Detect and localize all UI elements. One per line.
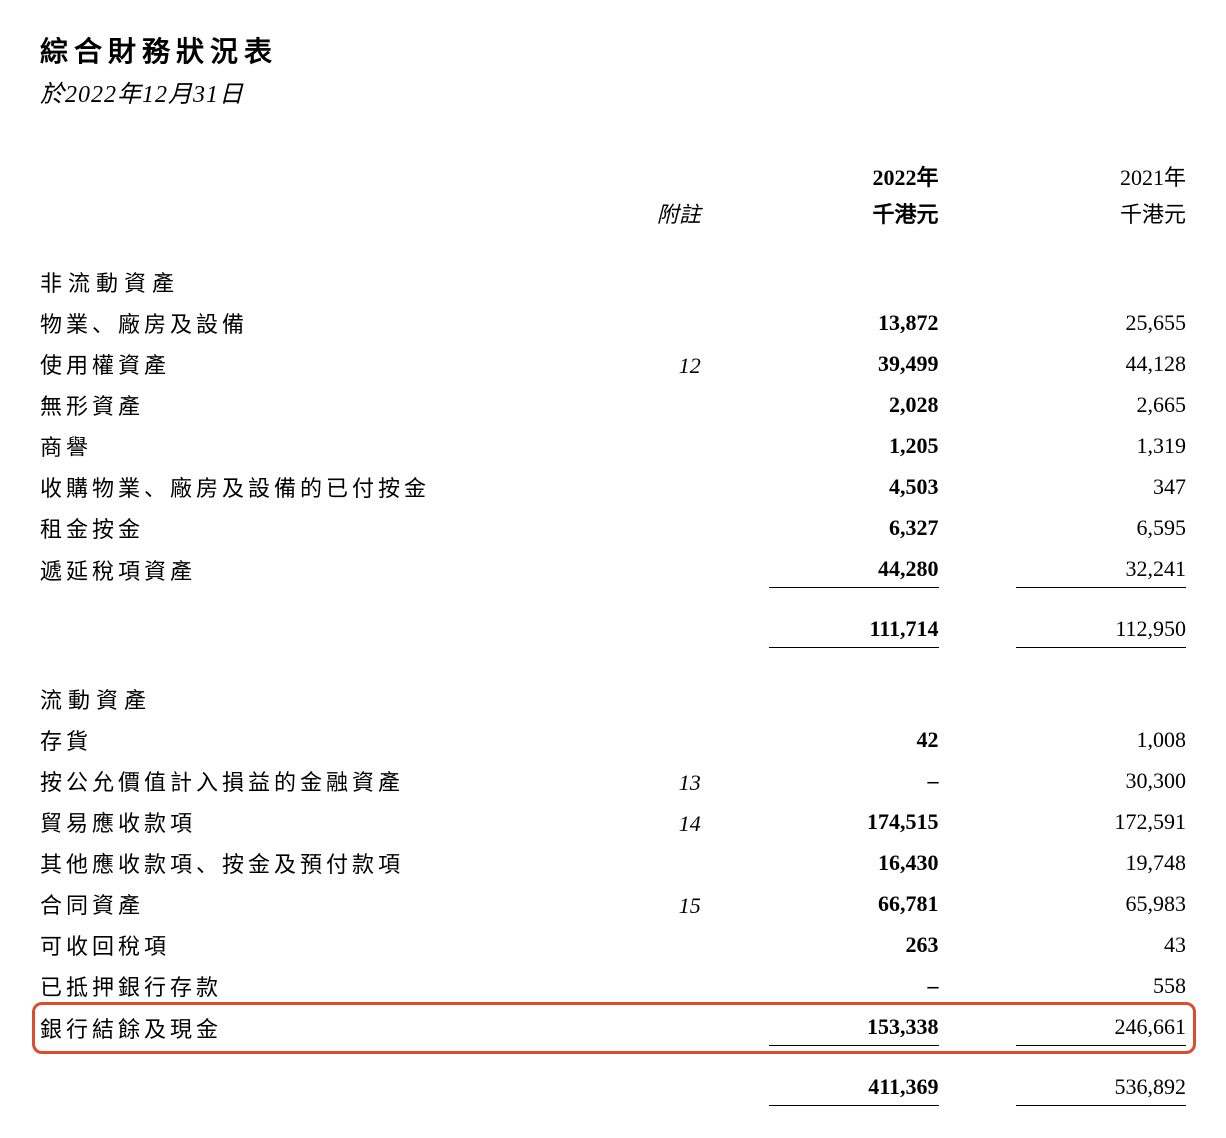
- section-heading-current: 流動資產: [40, 682, 577, 719]
- row-value-2021: 19,748: [1016, 844, 1186, 881]
- row-label: 已抵押銀行存款: [40, 965, 577, 1006]
- col-2021-unit: 千港元: [1120, 202, 1186, 227]
- subtotal-row: 111,714 112,950: [40, 608, 1186, 650]
- table-row: 已抵押銀行存款 – 558: [40, 965, 1186, 1006]
- row-label: 其他應收款項、按金及預付款項: [40, 842, 577, 883]
- row-note: 12: [577, 343, 701, 384]
- row-value-2022: 153,338: [769, 1008, 939, 1046]
- table-row: 貿易應收款項 14 174,515 172,591: [40, 801, 1186, 842]
- table-row: 使用權資產 12 39,499 44,128: [40, 343, 1186, 384]
- row-note: 13: [577, 760, 701, 801]
- table-row: 收購物業、廠房及設備的已付按金 4,503 347: [40, 466, 1186, 507]
- table-row: 商譽 1,205 1,319: [40, 425, 1186, 466]
- row-label: 遞延稅項資產: [40, 548, 577, 590]
- row-value-2021: 25,655: [1016, 304, 1186, 341]
- row-value-2022: 263: [769, 926, 939, 963]
- row-note: [577, 842, 701, 883]
- row-note: [577, 466, 701, 507]
- row-value-2021: 32,241: [1016, 550, 1186, 588]
- subtotal-2021: 112,950: [1016, 610, 1186, 648]
- row-note: [577, 384, 701, 425]
- row-value-2021: 30,300: [1016, 762, 1186, 799]
- col-2022-unit: 千港元: [873, 202, 939, 227]
- row-value-2021: 246,661: [1016, 1008, 1186, 1046]
- row-value-2022: 6,327: [769, 509, 939, 546]
- row-value-2022: 13,872: [769, 304, 939, 341]
- section-heading-non-current: 非流動資產: [40, 265, 577, 302]
- row-label: 可收回稅項: [40, 924, 577, 965]
- table-row: 物業、廠房及設備 13,872 25,655: [40, 302, 1186, 343]
- row-value-2022: 2,028: [769, 386, 939, 423]
- row-note: [577, 924, 701, 965]
- row-label: 合同資產: [40, 883, 577, 924]
- row-value-2022: 1,205: [769, 427, 939, 464]
- row-note: [577, 507, 701, 548]
- row-value-2022: 16,430: [769, 844, 939, 881]
- row-label: 銀行結餘及現金: [40, 1017, 222, 1042]
- table-row: 存貨 42 1,008: [40, 719, 1186, 760]
- row-note: 14: [577, 801, 701, 842]
- row-label: 租金按金: [40, 507, 577, 548]
- col-2022-year: 2022年: [873, 165, 939, 190]
- row-value-2021: 43: [1016, 926, 1186, 963]
- row-value-2021: 172,591: [1016, 803, 1186, 840]
- row-label: 按公允價值計入損益的金融資產: [40, 760, 577, 801]
- row-label: 收購物業、廠房及設備的已付按金: [40, 466, 577, 507]
- subtotal-2021: 536,892: [1016, 1068, 1186, 1106]
- section-heading-row: 流動資產: [40, 682, 1186, 719]
- page-subtitle: 於2022年12月31日: [40, 74, 1186, 109]
- row-label: 物業、廠房及設備: [40, 302, 577, 343]
- row-value-2022: 4,503: [769, 468, 939, 505]
- row-note: [577, 302, 701, 343]
- row-label: 商譽: [40, 425, 577, 466]
- row-value-2022: 66,781: [769, 885, 939, 922]
- row-note: [577, 1006, 701, 1048]
- table-row: 其他應收款項、按金及預付款項 16,430 19,748: [40, 842, 1186, 883]
- table-row: 遞延稅項資產 44,280 32,241: [40, 548, 1186, 590]
- row-note: [577, 425, 701, 466]
- row-note: [577, 965, 701, 1006]
- table-row: 無形資產 2,028 2,665: [40, 384, 1186, 425]
- subtotal-2022: 111,714: [769, 610, 939, 648]
- row-label: 無形資產: [40, 384, 577, 425]
- subtotal-2022: 411,369: [769, 1068, 939, 1106]
- table-row: 合同資產 15 66,781 65,983: [40, 883, 1186, 924]
- row-value-2021: 65,983: [1016, 885, 1186, 922]
- row-value-2021: 558: [1016, 967, 1186, 1004]
- row-value-2022: –: [769, 762, 939, 799]
- row-value-2022: –: [769, 967, 939, 1004]
- table-row-highlighted: 銀行結餘及現金 153,338 246,661: [40, 1006, 1186, 1048]
- row-value-2022: 174,515: [769, 803, 939, 840]
- row-value-2022: 44,280: [769, 550, 939, 588]
- row-note: 15: [577, 883, 701, 924]
- row-value-2021: 347: [1016, 468, 1186, 505]
- row-note: [577, 548, 701, 590]
- section-heading-row: 非流動資產: [40, 265, 1186, 302]
- subtotal-row: 411,369 536,892: [40, 1066, 1186, 1108]
- table-header-row-1: 2022年 2021年: [40, 159, 1186, 196]
- table-row: 租金按金 6,327 6,595: [40, 507, 1186, 548]
- table-header-row-2: 附註 千港元 千港元: [40, 196, 1186, 233]
- row-value-2021: 1,008: [1016, 721, 1186, 758]
- row-note: [577, 719, 701, 760]
- highlight-box-anchor: 銀行結餘及現金: [40, 1013, 577, 1046]
- col-2021-year: 2021年: [1120, 165, 1186, 190]
- row-label: 使用權資產: [40, 343, 577, 384]
- row-value-2021: 1,319: [1016, 427, 1186, 464]
- table-row: 可收回稅項 263 43: [40, 924, 1186, 965]
- row-value-2022: 42: [769, 721, 939, 758]
- row-value-2022: 39,499: [769, 345, 939, 382]
- row-value-2021: 6,595: [1016, 509, 1186, 546]
- table-row: 按公允價值計入損益的金融資產 13 – 30,300: [40, 760, 1186, 801]
- page-title: 綜合財務狀況表: [40, 30, 1186, 70]
- row-value-2021: 2,665: [1016, 386, 1186, 423]
- row-value-2021: 44,128: [1016, 345, 1186, 382]
- row-label: 貿易應收款項: [40, 801, 577, 842]
- col-note-header: 附註: [657, 202, 701, 227]
- row-label: 存貨: [40, 719, 577, 760]
- financial-table: 2022年 2021年 附註 千港元 千港元 非流動資產 物業、廠房及設備 13…: [40, 159, 1186, 1108]
